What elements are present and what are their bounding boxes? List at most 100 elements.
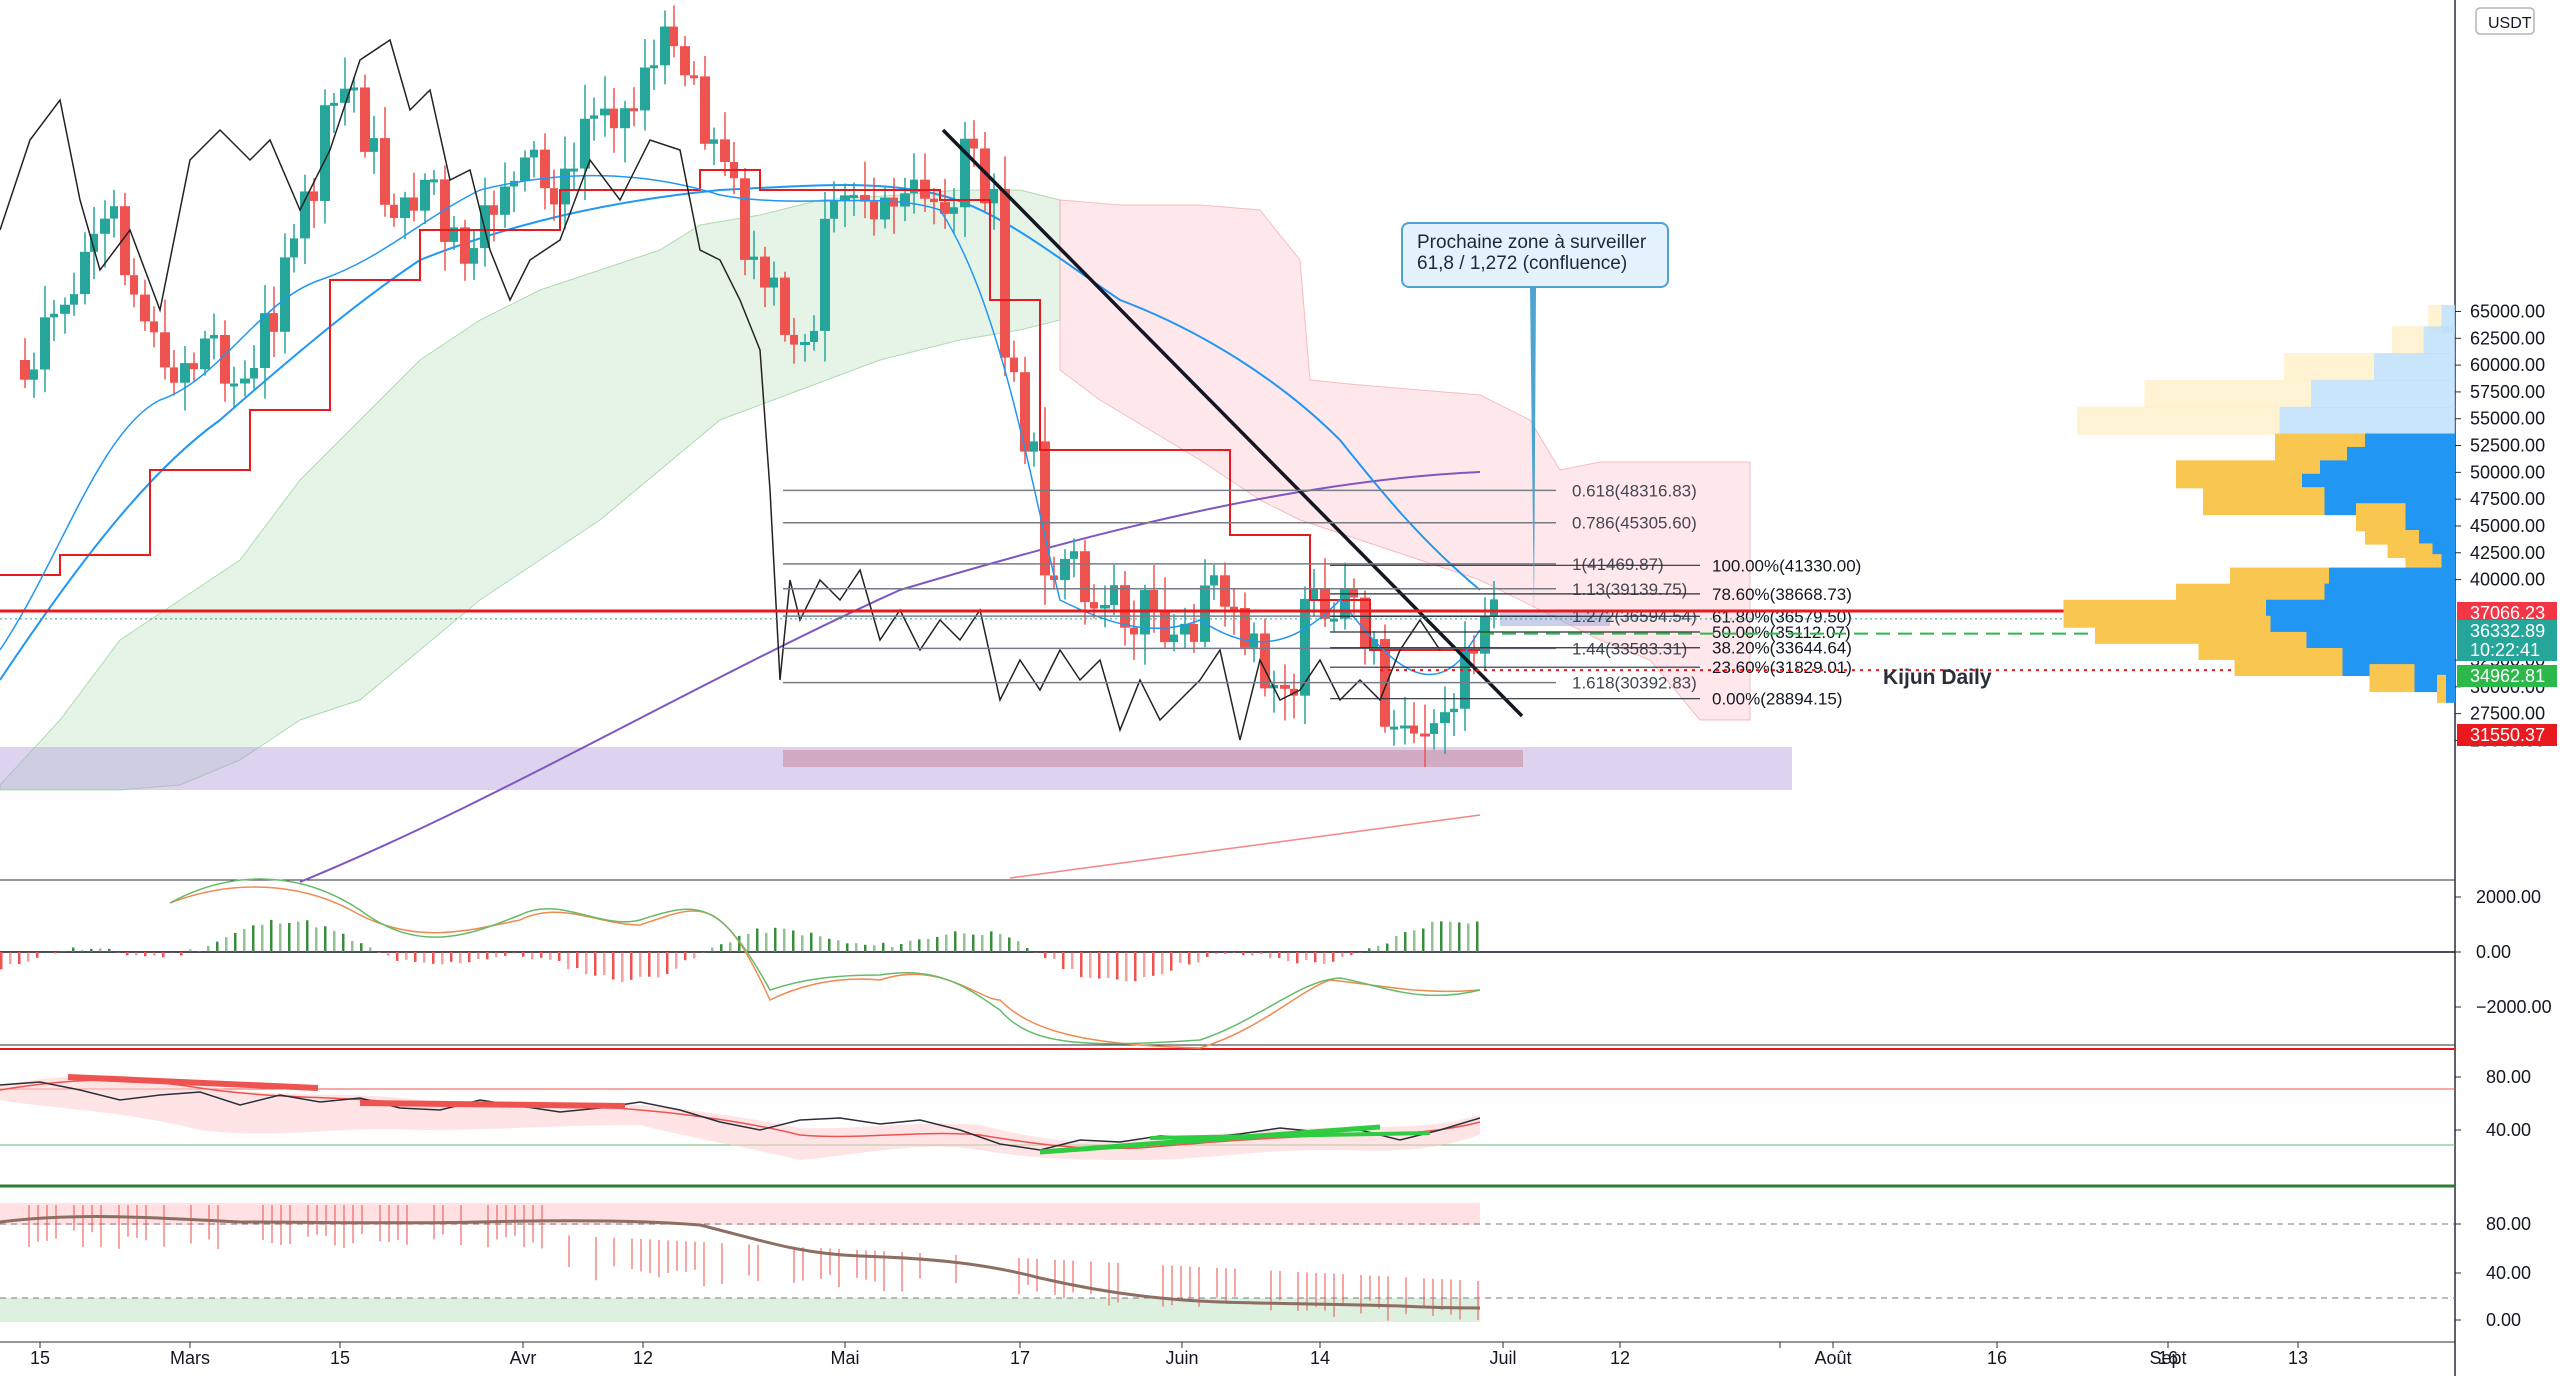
price-axis-label: 65000.00 [2470,302,2545,322]
price-axis-label: 47500.00 [2470,489,2545,509]
macd-histogram-bar [63,951,66,952]
candle-down [150,321,158,332]
price-axis-label: 60000.00 [2470,355,2545,375]
candle-down [870,202,878,220]
macd-histogram-bar [684,952,687,960]
macd-histogram-bar [171,952,174,953]
candle-down [490,205,498,215]
macd-histogram-bar [333,931,336,952]
time-axis-label: 15 [30,1348,50,1368]
macd-histogram-bar [882,943,885,952]
macd-histogram-bar [261,925,264,952]
macd-histogram-bar [549,952,552,960]
macd-histogram-bar [198,951,201,952]
macd-histogram-bar [945,935,948,952]
macd-histogram-bar [99,948,102,952]
time-axis-label: 14 [1310,1348,1330,1368]
macd-axis-label: −2000.00 [2476,997,2552,1017]
candle-up [1030,441,1038,451]
candle-up [50,314,58,318]
vp-bar-down [2374,353,2455,381]
candle-down [1120,585,1130,627]
candle-up [40,317,50,369]
candle-down [760,257,770,288]
candle-down [1240,608,1250,648]
candle-down [1190,624,1198,642]
macd-histogram-bar [1278,952,1281,958]
candle-down [1040,441,1050,575]
candle-up [820,219,830,331]
macd-histogram-bar [441,952,444,964]
macd-histogram-bar [1188,952,1191,964]
macd-histogram-bar [90,949,93,952]
candle-up [650,65,658,68]
time-axis-label: Avr [510,1348,537,1368]
macd-histogram-bar [81,950,84,952]
macd-histogram-bar [1116,952,1119,980]
macd-histogram-bar [270,920,273,952]
vp-bar-up [2203,487,2325,515]
candle-up [420,180,430,211]
candle-up [570,169,578,172]
macd-histogram-bar [423,952,426,963]
price-axis-label: 45000.00 [2470,516,2545,536]
candle-up [950,207,958,214]
macd-histogram-bar [558,952,561,961]
macd-histogram-bar [252,925,255,952]
candle-up [530,150,538,158]
candle-down [390,205,398,218]
macd-histogram-bar [1044,952,1047,958]
candle-up [560,169,570,205]
macd-histogram-bar [1287,952,1290,961]
macd-histogram-bar [504,952,507,956]
macd-axis-label: 0.00 [2476,942,2511,962]
annotation-callout[interactable]: Prochaine zone à surveiller 61,8 / 1,272… [1401,222,1669,288]
macd-histogram-bar [216,942,219,952]
macd-histogram-bar [1242,952,1245,955]
macd-histogram-bar [1062,952,1065,969]
macd-histogram-bar [972,935,975,952]
candle-down [160,332,170,367]
macd-histogram-bar [891,947,894,952]
price-tag-label: 31550.37 [2470,725,2545,745]
time-axis-label: 13 [2288,1348,2308,1368]
macd-histogram-bar [459,952,462,963]
candle-up [620,108,630,128]
macd-histogram-bar [1296,952,1299,963]
macd-histogram-bar [819,936,822,952]
candle-up [990,189,998,203]
candle-down [1410,726,1418,734]
price-axis-label: 55000.00 [2470,409,2545,429]
macd-histogram-bar [1359,952,1362,953]
macd-histogram-bar [513,952,516,953]
macd-histogram-bar [369,947,372,952]
macd-histogram-bar [603,952,606,975]
fib-ret-label: 78.60%(38668.73) [1712,585,1852,604]
macd-histogram-bar [999,934,1002,952]
candle-up [80,252,90,294]
vp-bar-up [2370,664,2415,692]
candle-up [1390,727,1398,730]
volume-profile [2064,305,2456,703]
candle-up [830,200,838,219]
candle-up [400,197,410,218]
candle-down [1280,685,1290,689]
fib-ext-label: 1.44(33583.31) [1572,639,1687,658]
fib-ret-label: 38.20%(33644.64) [1712,639,1852,658]
macd-histogram-bar [1134,952,1137,981]
macd-histogram-bar [1260,952,1263,954]
macd-histogram-bar [648,952,651,977]
candle-up [600,109,610,116]
macd-histogram-bar [450,952,453,962]
time-axis-label: Mars [170,1348,210,1368]
time-axis-label: Juin [1165,1348,1198,1368]
candle-up [1430,723,1438,734]
candle-up [800,342,810,345]
candle-up [110,206,118,218]
candle-up [250,368,258,379]
macd-histogram-bar [909,941,912,952]
